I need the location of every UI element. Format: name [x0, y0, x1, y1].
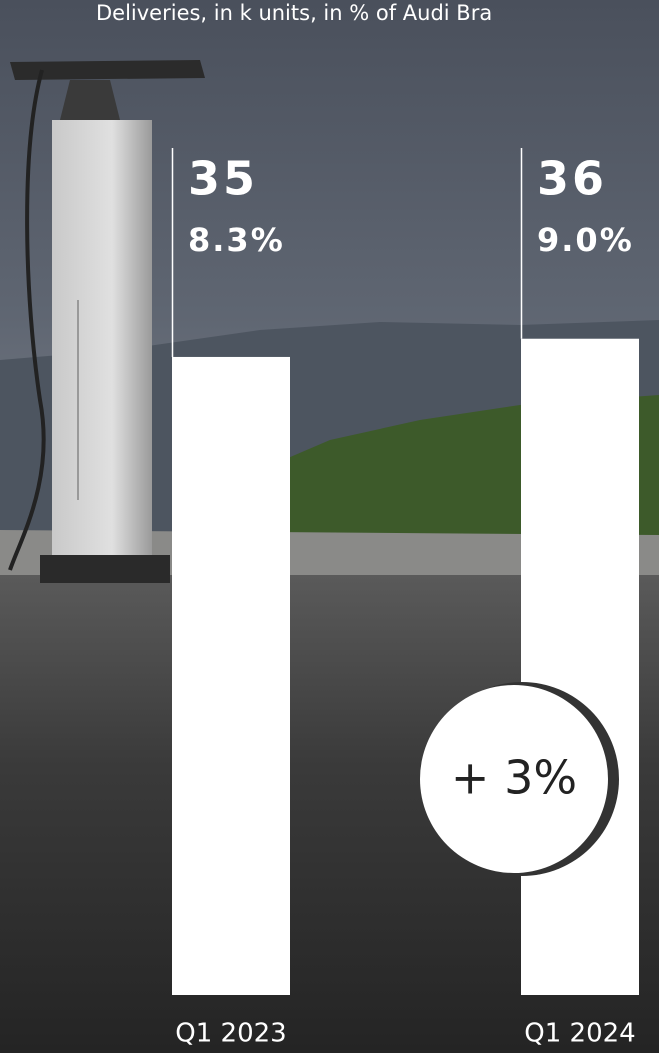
share-label: 9.0% [537, 221, 634, 259]
bar [172, 357, 290, 995]
chart: Deliveries, in k units, in % of Audi Bra… [0, 0, 659, 1053]
share-label: 8.3% [188, 221, 285, 259]
value-label: 35 [188, 152, 258, 206]
value-label: 36 [537, 152, 607, 206]
chart-title: Deliveries, in k units, in % of Audi Bra [96, 1, 492, 25]
annotation: + 3% [451, 751, 577, 805]
bar [521, 339, 639, 995]
x-tick-label: Q1 2023 [175, 1019, 286, 1049]
x-tick-label: Q1 2024 [524, 1019, 635, 1049]
